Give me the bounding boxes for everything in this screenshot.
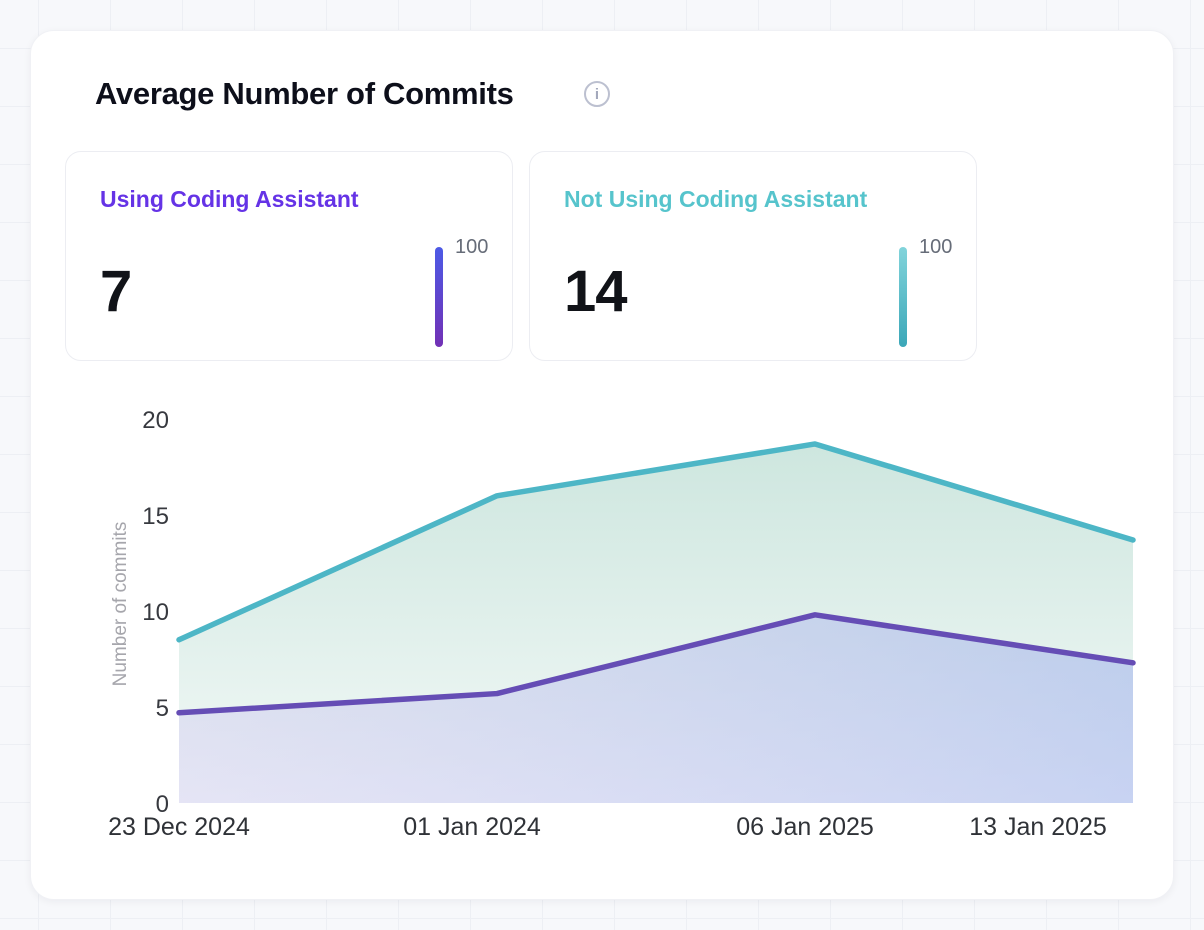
x-tick-label: 06 Jan 2025: [736, 813, 874, 841]
x-tick-label: 13 Jan 2025: [969, 813, 1107, 841]
line-using-coding-assistant: [176, 612, 1136, 716]
stat-value: 14: [564, 259, 628, 324]
stat-value: 7: [100, 259, 132, 324]
gauge-bar: [899, 247, 907, 347]
commits-area-chart[interactable]: 0 5 10 15 20 Number of commits 23 Dec 2024 01 J…: [31, 389, 1175, 859]
y-tick-label: 10: [142, 599, 169, 626]
stat-label: Using Coding Assistant: [100, 186, 359, 212]
stat-label: Not Using Coding Assistant: [564, 186, 868, 212]
gauge-max-label: 100: [919, 236, 953, 258]
gauge-bar: [435, 247, 443, 347]
x-tick-label: 23 Dec 2024: [108, 813, 250, 841]
y-axis-title: Number of commits: [110, 522, 131, 687]
y-tick-label: 20: [142, 407, 169, 434]
y-tick-label: 5: [156, 695, 169, 722]
line-not-using-coding-assistant: [176, 441, 1136, 643]
y-tick-label: 15: [142, 503, 169, 530]
y-tick-label: 0: [156, 791, 169, 818]
gauge-max-label: 100: [455, 236, 489, 258]
page-title: Average Number of Commits: [95, 76, 514, 111]
stat-card-using-assistant: Using Coding Assistant 7 100: [65, 151, 513, 361]
info-icon[interactable]: i: [584, 81, 610, 107]
area-using-coding-assistant: [179, 614, 1133, 803]
stat-card-not-using-assistant: Not Using Coding Assistant 14 100: [529, 151, 977, 361]
x-tick-label: 01 Jan 2024: [403, 813, 541, 841]
commits-panel: Average Number of Commits i Using Coding…: [30, 30, 1174, 900]
